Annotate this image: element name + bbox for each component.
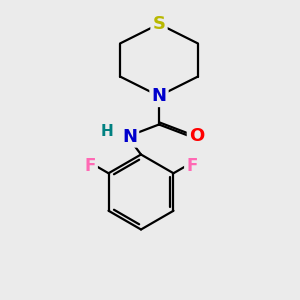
- Text: F: F: [85, 157, 96, 175]
- Text: H: H: [100, 124, 113, 140]
- Text: S: S: [152, 15, 166, 33]
- Text: N: N: [122, 128, 137, 146]
- Text: F: F: [186, 157, 197, 175]
- Text: N: N: [152, 87, 166, 105]
- Text: O: O: [189, 127, 204, 145]
